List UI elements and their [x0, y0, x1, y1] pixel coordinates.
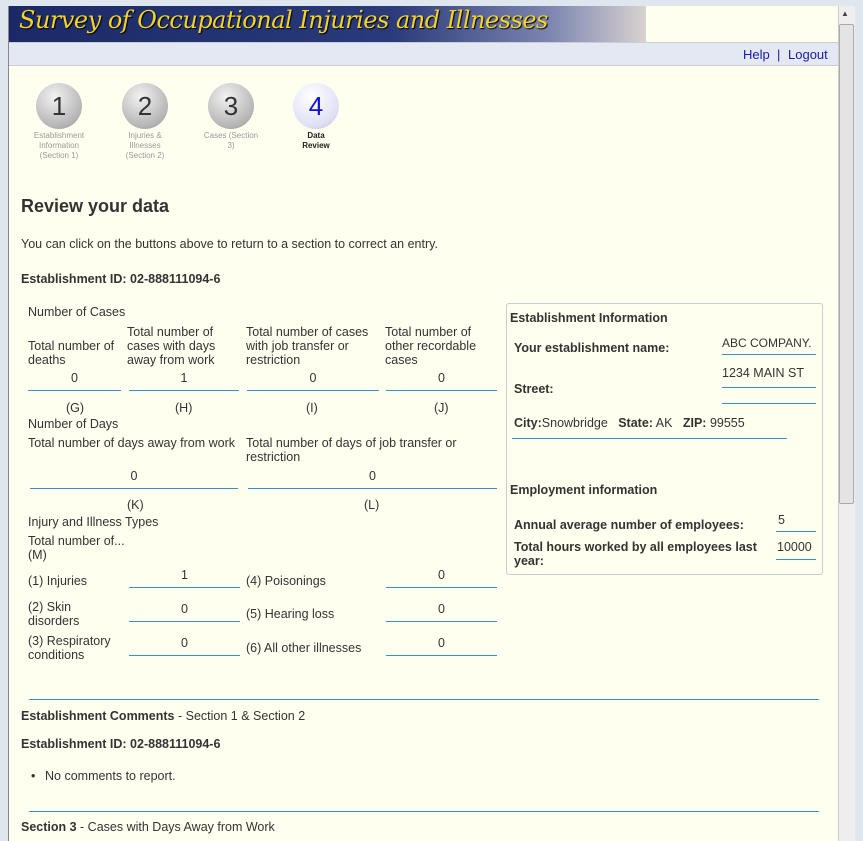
days-away-cases-label-text: Total number of cases with days away fro… [127, 325, 216, 367]
section3-subtitle: - Cases with Days Away from Work [76, 820, 275, 834]
code-j: (J) [434, 401, 449, 415]
city-state-zip-row: City:Snowbridge State: AK ZIP: 99555 [512, 416, 787, 439]
injuries-value: 1 [129, 568, 240, 588]
deaths-label-text: Total number of deaths [28, 339, 115, 367]
establishment-id: Establishment ID: 02-888111094-6 [21, 272, 221, 286]
city-label: City: [514, 416, 542, 430]
street-line-2 [722, 388, 816, 404]
days-away-value: 0 [30, 469, 238, 489]
other-illnesses-value: 0 [386, 636, 497, 656]
other-cases-label-text: Total number of other recordable cases [385, 325, 477, 367]
section3-title: Section 3 [21, 820, 77, 834]
transfer-cases-label: Total number of cases with job transfer … [246, 322, 382, 367]
comments-heading: Establishment Comments - Section 1 & Sec… [21, 709, 305, 723]
transfer-cases-value: 0 [247, 371, 379, 391]
skin-disorders-value: 0 [129, 602, 240, 622]
step-2-circle[interactable]: 2 [122, 83, 168, 129]
days-away-cases-label: Total number of cases with days away fro… [127, 322, 242, 367]
code-k: (K) [127, 498, 144, 512]
avg-employees-row: Annual average number of employees: 5 [514, 508, 816, 532]
step-4-label: Data Review [302, 131, 330, 150]
scroll-up-arrow-icon[interactable]: ▲ [841, 9, 849, 18]
step-3-circle[interactable]: 3 [208, 83, 254, 129]
step-4-circle[interactable]: 4 [293, 83, 339, 129]
code-l: (L) [364, 498, 380, 512]
step-4-button[interactable]: 4 Data Review [286, 83, 346, 151]
comment-text: No comments to report. [45, 769, 176, 783]
establishment-heading: Establishment Information [510, 311, 668, 325]
hours-worked-row: Total hours worked by all employees last… [514, 540, 816, 570]
page-title: Review your data [21, 196, 170, 216]
bullet-icon: • [31, 769, 36, 783]
street-label: Street: [514, 382, 554, 396]
respiratory-value: 0 [129, 636, 240, 656]
cases-heading: Number of Cases [28, 305, 126, 319]
street-row: Street: 1234 MAIN ST [514, 366, 816, 406]
logout-link[interactable]: Logout [788, 47, 828, 62]
hours-worked-label: Total hours worked by all employees last… [514, 540, 757, 568]
transfer-cases-label-text: Total number of cases with job transfer … [246, 325, 369, 367]
comments-establishment-id: Establishment ID: 02-888111094-6 [21, 737, 221, 751]
state-value: AK [655, 416, 673, 430]
comments-title: Establishment Comments [21, 709, 175, 723]
state-label: State: [618, 416, 653, 430]
divider [29, 699, 819, 700]
step-2-label: Injuries & Illnesses (Section 2) [125, 131, 165, 160]
avg-employees-value: 5 [776, 513, 816, 532]
days-transfer-value: 0 [248, 469, 497, 489]
other-cases-label: Total number of other recordable cases [385, 322, 500, 367]
scrollbar-thumb[interactable] [839, 24, 854, 504]
other-cases-value: 0 [386, 371, 497, 391]
types-subheading: Total number of... [28, 534, 125, 548]
step-1-circle[interactable]: 1 [36, 83, 82, 129]
other-illnesses-label: (6) All other illnesses [246, 641, 362, 655]
help-link[interactable]: Help [743, 47, 770, 62]
code-i: (I) [306, 401, 318, 415]
street-value: 1234 MAIN ST [722, 366, 816, 388]
code-h: (H) [175, 401, 193, 415]
step-1-label: Establishment Information (Section 1) [33, 131, 85, 160]
establishment-name-value: ABC COMPANY. [722, 336, 816, 355]
employment-heading: Employment information [510, 483, 658, 497]
types-heading: Injury and Illness Types [28, 515, 159, 529]
comment-item: • No comments to report. [31, 769, 176, 783]
divider [29, 811, 819, 812]
intro-text: You can click on the buttons above to re… [21, 237, 438, 251]
comments-subtitle: - Section 1 & Section 2 [174, 709, 306, 723]
city-value: Snowbridge [541, 416, 608, 430]
poisonings-label: (4) Poisonings [246, 574, 326, 588]
code-m: (M) [28, 548, 47, 562]
skin-disorders-label: (2) Skin disorders [28, 600, 80, 628]
hearing-loss-value: 0 [386, 602, 497, 622]
zip-label: ZIP: [682, 416, 707, 430]
banner: Survey of Occupational Injuries and Illn… [9, 6, 646, 42]
step-2-button[interactable]: 2 Injuries & Illnesses (Section 2) [115, 83, 175, 161]
hours-worked-value: 10000 [776, 540, 816, 560]
establishment-name-label: Your establishment name: [514, 341, 670, 355]
step-1-button[interactable]: 1 Establishment Information (Section 1) [29, 83, 89, 161]
step-3-button[interactable]: 3 Cases (Section 3) [201, 83, 261, 151]
page-frame: Survey of Occupational Injuries and Illn… [8, 6, 838, 841]
days-away-label: Total number of days away from work [28, 436, 236, 450]
hearing-loss-label: (5) Hearing loss [246, 607, 335, 621]
days-away-cases-value: 1 [129, 371, 239, 391]
code-g: (G) [66, 401, 85, 415]
deaths-label: Total number of deaths [28, 322, 123, 367]
injuries-label: (1) Injuries [28, 574, 88, 588]
nav-separator: | [777, 47, 781, 62]
zip-value: 99555 [709, 416, 745, 430]
establishment-name-row: Your establishment name: ABC COMPANY. [514, 333, 816, 355]
respiratory-label: (3) Respiratory conditions [28, 634, 111, 662]
banner-title: Survey of Occupational Injuries and Illn… [19, 6, 548, 34]
section3-heading: Section 3 - Cases with Days Away from Wo… [21, 820, 275, 834]
days-transfer-label: Total number of days of job transfer or … [246, 436, 457, 464]
poisonings-value: 0 [386, 568, 497, 588]
days-heading: Number of Days [28, 417, 119, 431]
deaths-value: 0 [28, 371, 121, 391]
street-fields: 1234 MAIN ST [722, 366, 816, 404]
establishment-info-box: Establishment Information Your establish… [506, 303, 823, 575]
top-nav: Help | Logout [9, 42, 838, 66]
step-3-label: Cases (Section 3) [203, 131, 259, 150]
avg-employees-label: Annual average number of employees: [514, 518, 744, 532]
